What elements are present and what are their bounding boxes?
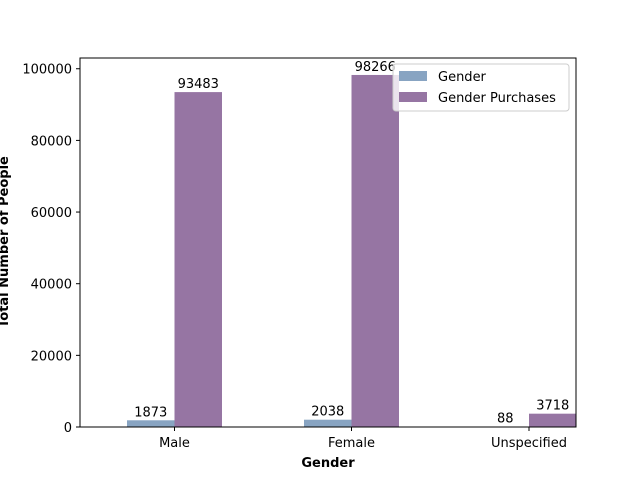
- bar-0-0: [127, 420, 175, 427]
- legend-label-gender-purchases: Gender Purchases: [438, 91, 556, 106]
- y-tick-label-5: 100000: [22, 63, 72, 78]
- data-label-1-1: 98266: [355, 60, 396, 75]
- bar-0-1: [304, 420, 352, 427]
- y-tick-label-0: 0: [64, 421, 72, 436]
- data-label-0-2: 88: [497, 412, 514, 427]
- y-tick-label-2: 40000: [31, 278, 72, 293]
- x-axis: Male Female Unspecified: [159, 427, 567, 451]
- x-axis-title: Gender: [301, 456, 355, 471]
- bar-1-1: [352, 75, 400, 427]
- y-axis: 0 20000 40000 60000 80000 100000: [22, 63, 80, 436]
- data-label-0-0: 1873: [134, 405, 167, 420]
- data-label-0-1: 2038: [311, 405, 344, 420]
- legend-label-gender: Gender: [438, 70, 487, 85]
- y-tick-label-3: 60000: [31, 206, 72, 221]
- bar-1-2: [529, 414, 577, 427]
- x-tick-label-0: Male: [159, 436, 190, 451]
- plot-frame: [80, 58, 576, 427]
- x-tick-label-1: Female: [328, 436, 375, 451]
- bars-layer: [127, 75, 577, 427]
- legend-swatch-gender-purchases: [399, 92, 427, 102]
- y-tick-label-1: 20000: [31, 349, 72, 364]
- legend: Gender Gender Purchases: [393, 64, 569, 111]
- data-label-1-0: 93483: [178, 77, 219, 92]
- legend-swatch-gender: [399, 71, 427, 81]
- y-axis-title: Total Number of People: [0, 156, 12, 328]
- data-label-1-2: 3718: [536, 399, 569, 414]
- y-tick-label-4: 80000: [31, 134, 72, 149]
- bar-1-0: [175, 92, 223, 427]
- x-tick-label-2: Unspecified: [491, 436, 567, 451]
